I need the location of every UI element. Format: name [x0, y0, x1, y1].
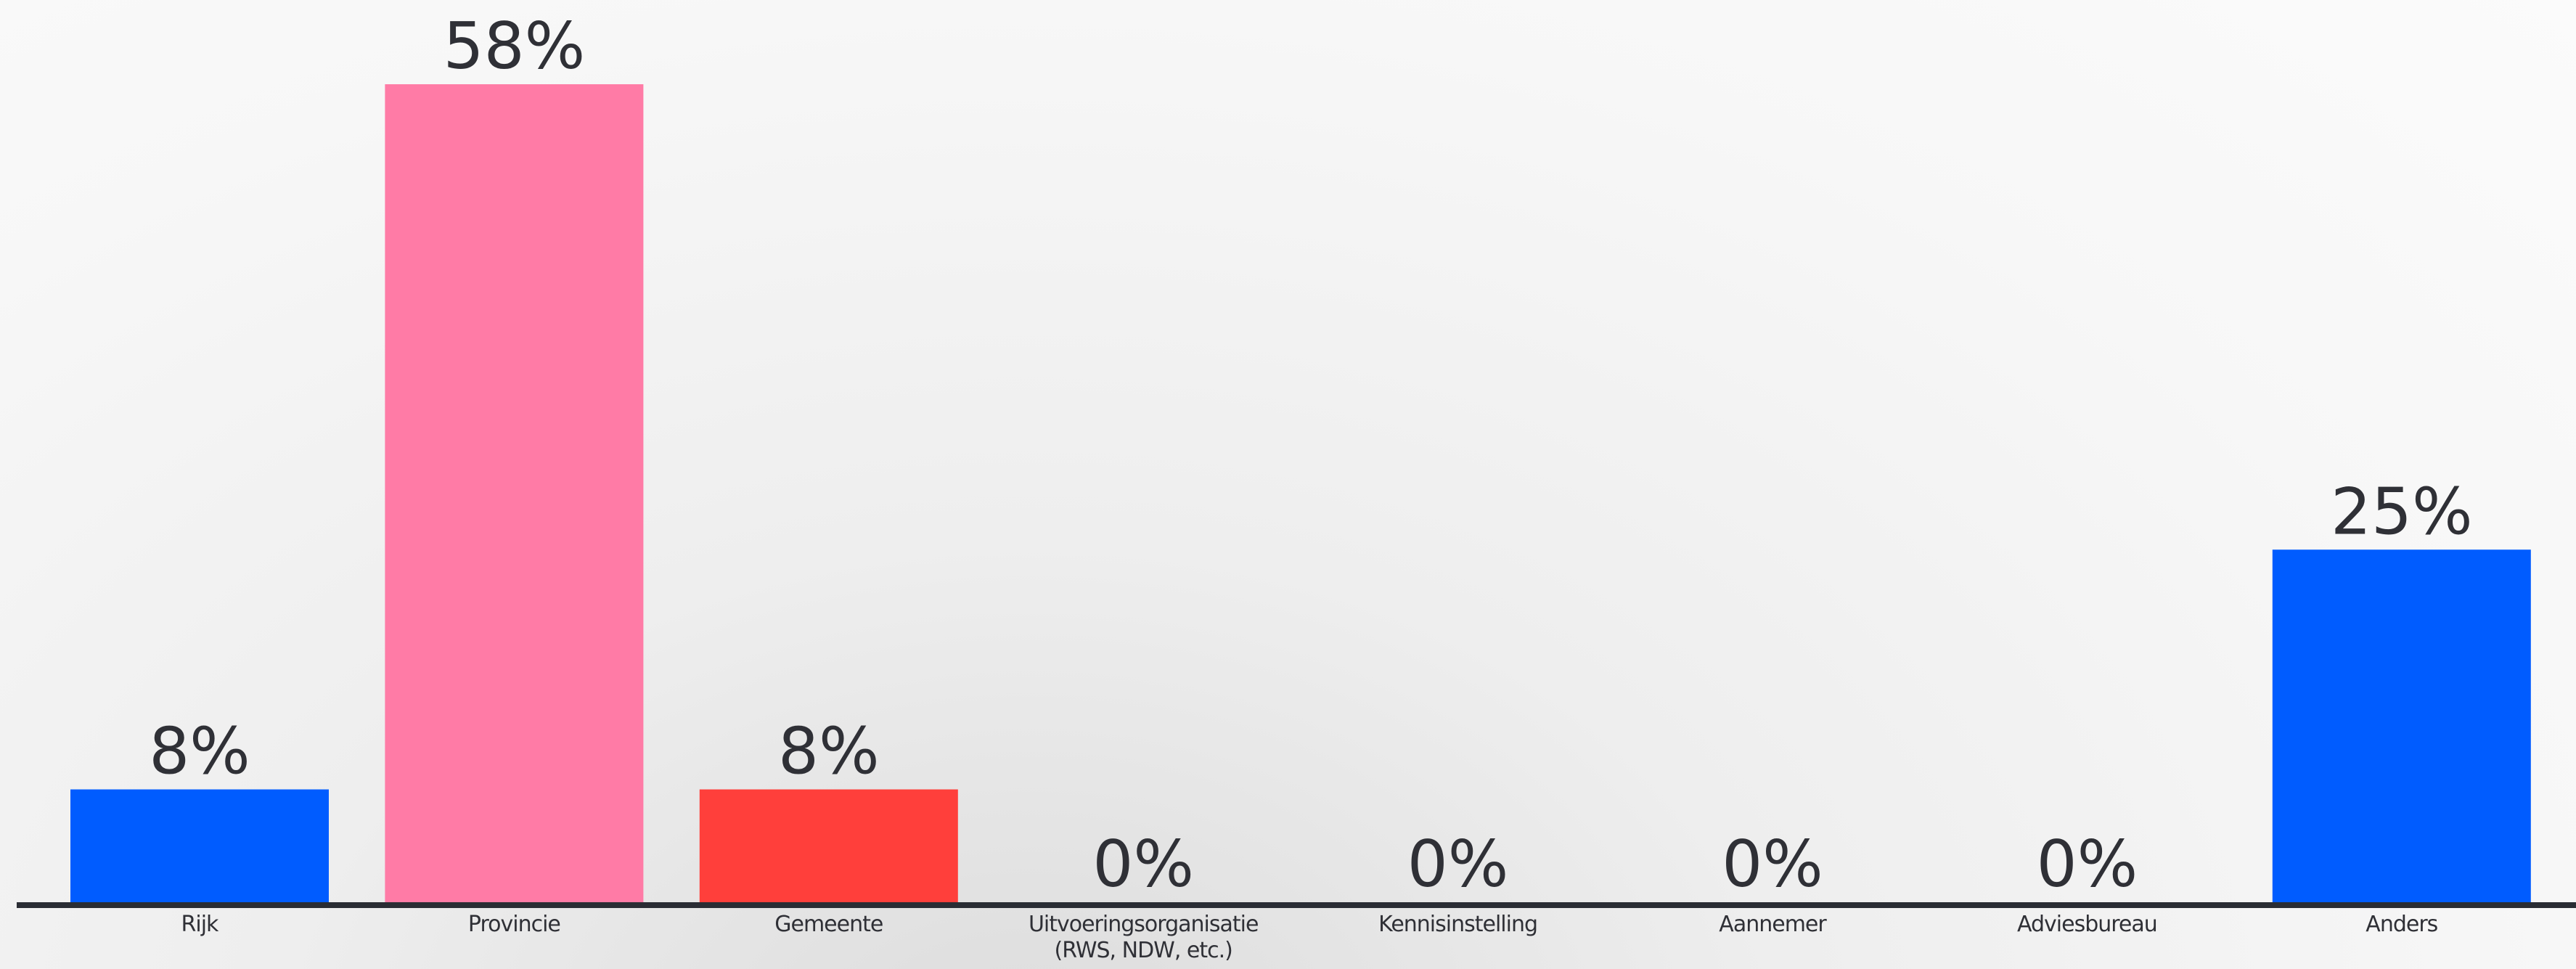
- bar: [70, 789, 329, 902]
- category-label: Aannemer: [1719, 912, 1826, 937]
- category-label: Adviesbureau: [2016, 912, 2158, 937]
- value-label: 8%: [778, 714, 880, 789]
- bar: [385, 84, 644, 902]
- value-label: 25%: [2331, 474, 2473, 549]
- bar: [699, 789, 958, 902]
- value-label: 0%: [1407, 827, 1509, 901]
- category-label: Anders: [2366, 912, 2438, 937]
- value-label: 0%: [1092, 827, 1194, 901]
- category-label: Uitvoeringsorganisatie (RWS, NDW, etc.): [1028, 912, 1259, 963]
- category-label: Provincie: [467, 912, 561, 937]
- value-label: 0%: [2037, 827, 2138, 901]
- category-label: Rijk: [181, 912, 219, 937]
- value-label: 58%: [443, 9, 586, 83]
- bar: [2272, 549, 2531, 902]
- value-label: 0%: [1722, 827, 1823, 901]
- category-label: Kennisinstelling: [1378, 912, 1538, 937]
- value-label: 8%: [149, 714, 250, 789]
- category-label: Gemeente: [774, 912, 883, 937]
